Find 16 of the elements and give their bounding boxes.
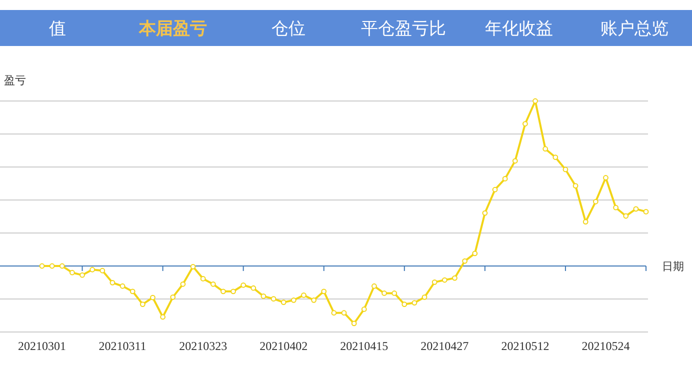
text: 平仓盈亏比 [361, 19, 446, 39]
x-tick-label: 20210524 [582, 339, 630, 353]
x-tick-label: 20210415 [340, 339, 388, 353]
x-axis-title: 日期 [662, 260, 684, 273]
text: 年化收益 [485, 19, 553, 39]
text: 值 [49, 19, 66, 39]
text: 仓位 [271, 19, 306, 39]
chart-title: 本届盈亏 [138, 19, 207, 39]
x-tick-label: 20210323 [179, 339, 228, 353]
x-tick-label: 20210512 [501, 339, 550, 353]
x-tick-label: 20210311 [98, 339, 146, 353]
text: 账户总览 [600, 19, 668, 39]
x-tick-label: 20210402 [260, 339, 308, 353]
y-axis-title: 盈亏 [4, 74, 26, 87]
x-tick-label: 20210427 [420, 339, 469, 353]
x-tick-label: 20210301 [18, 339, 66, 353]
